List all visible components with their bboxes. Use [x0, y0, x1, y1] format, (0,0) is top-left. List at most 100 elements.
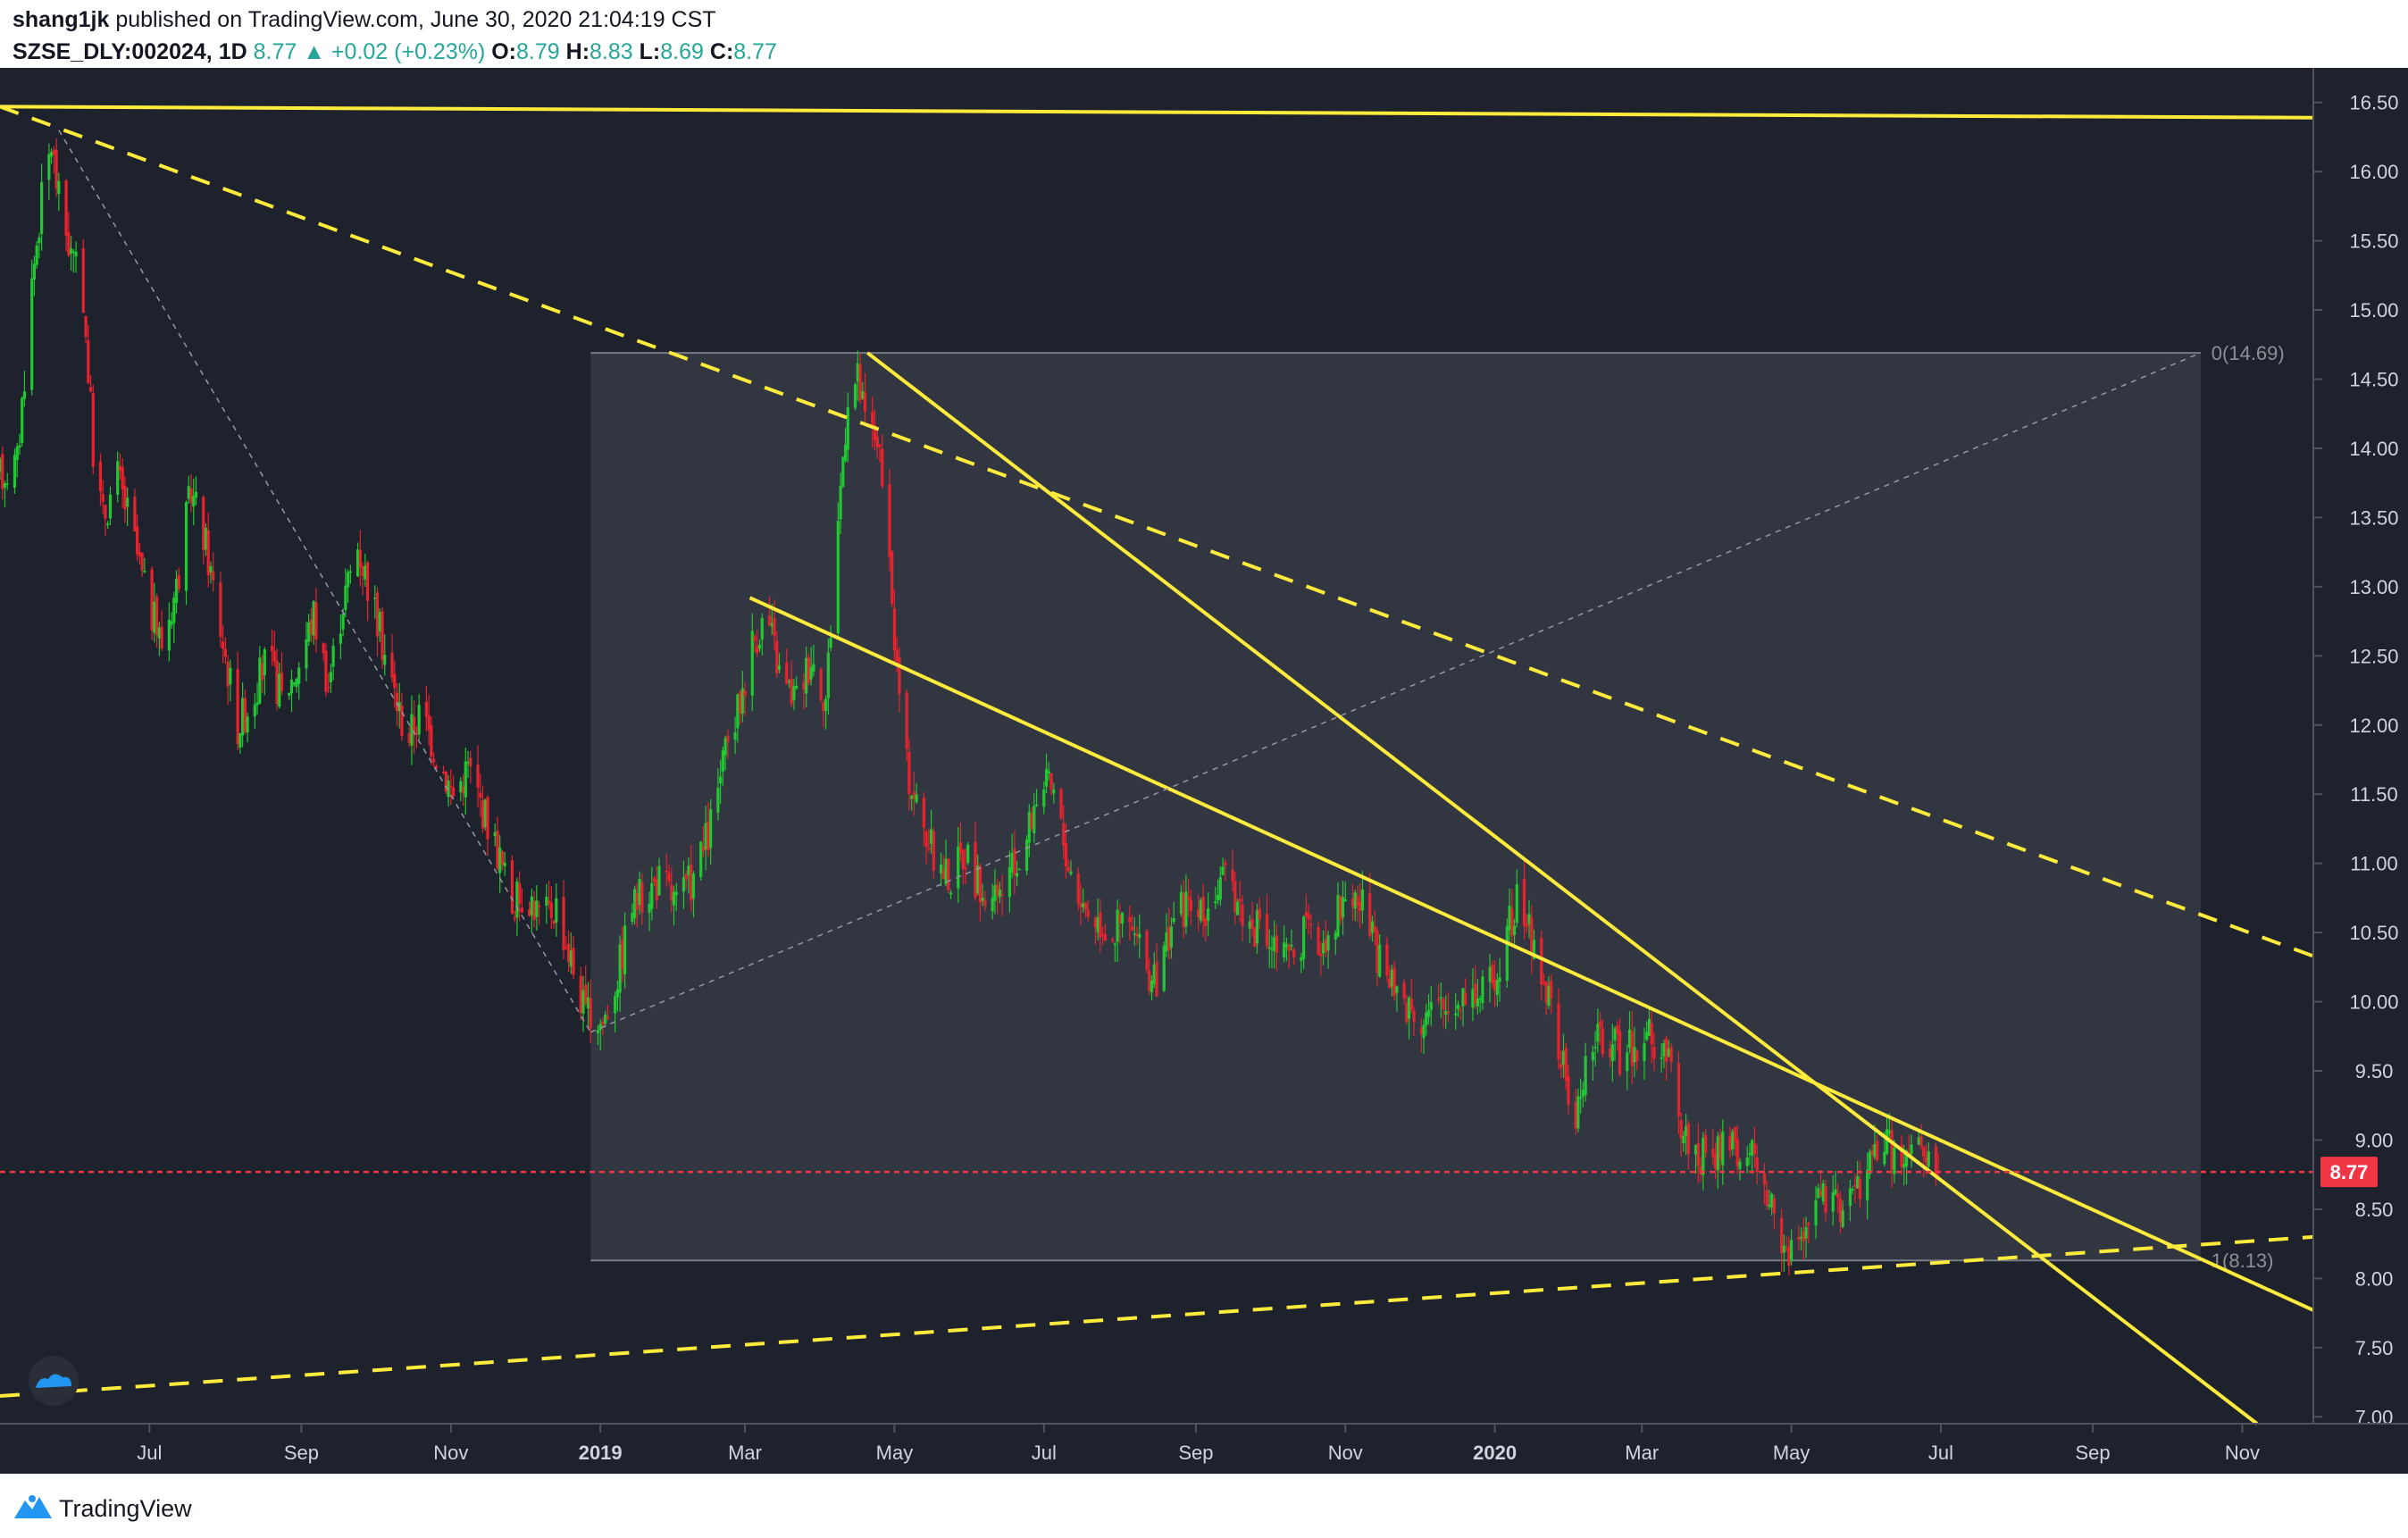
- candle-body: [236, 669, 239, 745]
- fib-range-box[interactable]: [590, 353, 2201, 1261]
- candle-body: [1287, 945, 1291, 951]
- price-axis[interactable]: 16.50 16.00 15.50 15.00 14.50 14.00 13.50 13.00…: [2312, 68, 2399, 1428]
- candle-body: [532, 900, 536, 921]
- candle-body: [1868, 1151, 1872, 1174]
- price-chart[interactable]: 0(14.69)1(8.13) 8.77 16.50 16.00 15.50 15.0…: [0, 68, 2408, 1474]
- candle-body: [184, 502, 188, 591]
- candle-body: [1478, 998, 1482, 1000]
- candle-body: [1885, 1129, 1889, 1154]
- trend-line-5[interactable]: [748, 596, 2314, 1312]
- candle-body: [1356, 895, 1359, 906]
- candle-body: [655, 880, 658, 900]
- candle-body: [566, 943, 571, 962]
- candle-body: [451, 787, 456, 797]
- candle-body: [1253, 927, 1257, 948]
- candle-body: [1425, 1012, 1428, 1026]
- candle-body: [513, 917, 516, 920]
- fib-retracement[interactable]: 0(14.69)1(8.13): [590, 342, 2285, 1272]
- candle-body: [623, 925, 627, 974]
- candle-body: [1542, 982, 1546, 984]
- trend-line-2[interactable]: [0, 104, 2314, 958]
- candle-body: [843, 445, 848, 462]
- tradingview-brand[interactable]: TradingView: [59, 1495, 192, 1522]
- candle-body: [1189, 899, 1193, 911]
- candle-body: [699, 841, 703, 878]
- trend-line-1[interactable]: [0, 104, 2314, 120]
- candle-body: [1819, 1190, 1823, 1197]
- candle-body: [846, 407, 849, 450]
- candle-body: [615, 989, 619, 998]
- candle-body: [1858, 1179, 1862, 1199]
- candle-body: [907, 752, 911, 795]
- candle-body: [555, 898, 558, 923]
- candle-body: [723, 738, 727, 756]
- candle-body: [684, 873, 688, 881]
- candle-body: [1069, 871, 1073, 874]
- candle-body: [1113, 943, 1116, 945]
- candle-body: [760, 618, 764, 640]
- high-label: H:: [565, 39, 590, 64]
- candle-body: [875, 436, 879, 447]
- trend-lines[interactable]: [0, 104, 2314, 1425]
- candle-body: [1324, 940, 1327, 952]
- candle-body: [258, 657, 262, 704]
- trend-line-7[interactable]: [589, 352, 2202, 1033]
- chart-logo[interactable]: [29, 1356, 79, 1406]
- tradingview-logo-icon[interactable]: [13, 1492, 54, 1522]
- current-price-tag[interactable]: [2320, 1157, 2378, 1188]
- candle-body: [1866, 1169, 1869, 1200]
- trend-line-6[interactable]: [58, 130, 591, 1033]
- candle-body: [1138, 933, 1141, 939]
- symbol-label[interactable]: SZSE_DLY:002024, 1D: [13, 39, 247, 64]
- candle-body: [1608, 1049, 1612, 1057]
- candle-body: [407, 732, 411, 743]
- candle-body: [822, 702, 825, 711]
- candle-body: [52, 150, 55, 155]
- candle-body: [1459, 1009, 1462, 1012]
- current-price-label: 8.77: [2330, 1161, 2369, 1183]
- trend-line-4[interactable]: [866, 351, 2259, 1425]
- time-tick-label: Sep: [284, 1442, 319, 1464]
- candle-body: [380, 611, 384, 660]
- candle-body: [288, 692, 291, 696]
- candle-body: [1182, 893, 1185, 928]
- time-tick-label: Mar: [1625, 1442, 1659, 1464]
- candle-body: [1083, 902, 1088, 910]
- open-label: O:: [491, 39, 517, 64]
- candle-body: [1770, 1193, 1774, 1208]
- candle-body: [226, 662, 230, 687]
- candle-body: [1042, 790, 1046, 807]
- price-tick-label: 16.00: [2349, 161, 2398, 183]
- candle-body: [1359, 902, 1362, 911]
- candle-body: [64, 180, 68, 237]
- candle-body: [172, 598, 176, 623]
- candle-body: [1350, 899, 1355, 907]
- candle-body: [1096, 917, 1099, 932]
- time-tick-label: Sep: [2075, 1442, 2110, 1464]
- author-name[interactable]: shang1jk: [13, 7, 110, 32]
- time-axis[interactable]: Jul Sep Nov 2019 Mar May Jul Sep Nov 2020 Mar May Ju…: [0, 1423, 2408, 1464]
- candle-body: [1339, 896, 1342, 921]
- candle-body: [545, 897, 548, 906]
- candle-body: [67, 231, 71, 255]
- candle-body: [1821, 1183, 1825, 1202]
- candle-body: [1735, 1139, 1739, 1166]
- candle-body: [841, 456, 845, 488]
- candle-body: [123, 485, 127, 510]
- last-price: 8.77: [253, 39, 297, 64]
- candle-body: [1103, 934, 1107, 940]
- candle-body: [18, 445, 21, 447]
- candle-body: [1522, 879, 1526, 926]
- candle-body: [640, 882, 644, 913]
- candle-body: [121, 466, 124, 489]
- candle-body: [721, 750, 724, 772]
- candle-body: [1216, 895, 1220, 901]
- candle-body: [929, 829, 933, 844]
- candle-body: [1814, 1199, 1818, 1225]
- time-tick-label: Nov: [433, 1442, 468, 1464]
- candle-body: [1676, 1063, 1680, 1116]
- candle-body: [949, 892, 953, 895]
- candle-body: [1873, 1144, 1877, 1158]
- trend-line-3[interactable]: [0, 1234, 2314, 1399]
- candle-body: [222, 641, 225, 649]
